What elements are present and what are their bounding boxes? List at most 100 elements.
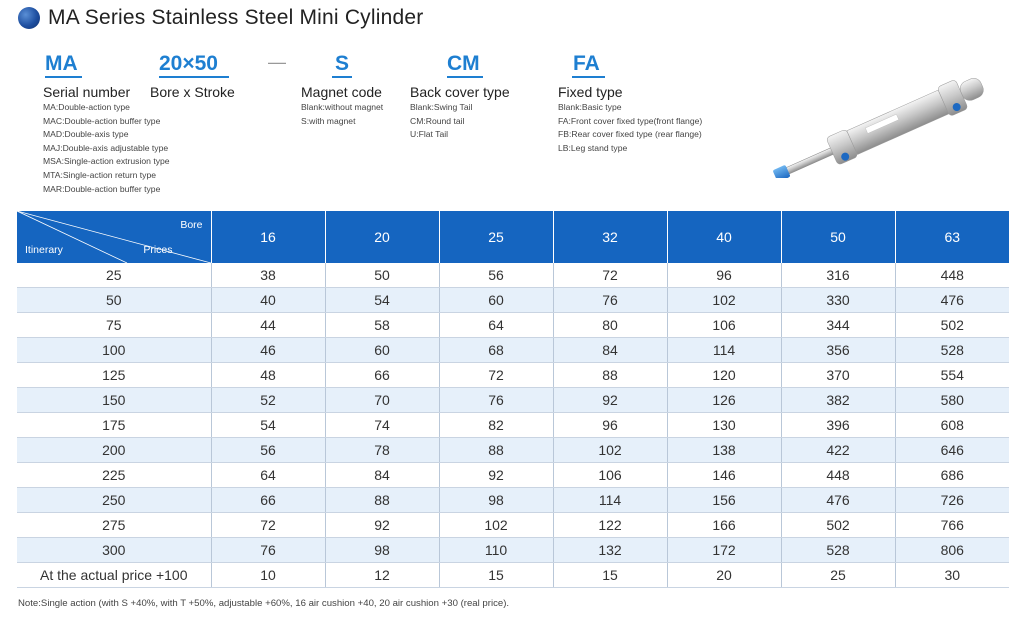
price-cell: 110 bbox=[439, 537, 554, 563]
stroke-cell: 50 bbox=[17, 287, 212, 313]
heading-magnet: Magnet code bbox=[301, 84, 382, 100]
stroke-cell: 275 bbox=[17, 512, 212, 538]
stroke-cell: 175 bbox=[17, 412, 212, 438]
price-cell: 102 bbox=[667, 287, 782, 313]
price-cell: 114 bbox=[553, 487, 668, 513]
price-cell: 98 bbox=[325, 537, 440, 563]
table-row: 250 66 88 98 114 156 476 726 bbox=[17, 487, 1009, 513]
magnet-type-item: S:with magnet bbox=[301, 115, 356, 126]
code-magnet: S bbox=[335, 52, 350, 75]
back-cover-type-item: U:Flat Tail bbox=[410, 129, 449, 140]
code-back-cover: CM bbox=[447, 52, 480, 75]
price-cell: 502 bbox=[781, 512, 896, 538]
price-cell: 92 bbox=[439, 462, 554, 488]
price-cell: 10 bbox=[211, 562, 326, 588]
back-cover-type-list: Blank:Swing Tail CM:Round tail U:Flat Ta… bbox=[410, 101, 472, 142]
price-cell: 25 bbox=[781, 562, 896, 588]
price-cell: 608 bbox=[895, 412, 1009, 438]
corner-diagonal-lines bbox=[17, 211, 211, 263]
price-cell: 72 bbox=[553, 263, 668, 288]
price-cell: 70 bbox=[325, 387, 440, 413]
table-corner-cell: Bore Prices Itinerary bbox=[17, 211, 212, 263]
price-table-body: 25 38 50 56 72 96 316 448 50 40 54 60 76 102 330 476 75 4… bbox=[17, 263, 1009, 588]
table-row: 125 48 66 72 88 120 370 554 bbox=[17, 362, 1009, 388]
price-cell: 476 bbox=[781, 487, 896, 513]
table-row: 50 40 54 60 76 102 330 476 bbox=[17, 287, 1009, 313]
price-cell: 138 bbox=[667, 437, 782, 463]
heading-back-cover: Back cover type bbox=[410, 84, 510, 100]
price-cell: 76 bbox=[439, 387, 554, 413]
price-cell: 68 bbox=[439, 337, 554, 363]
price-cell: 52 bbox=[211, 387, 326, 413]
price-cell: 88 bbox=[439, 437, 554, 463]
code-serial: MA bbox=[45, 52, 78, 75]
price-cell: 46 bbox=[211, 337, 326, 363]
table-row: 25 38 50 56 72 96 316 448 bbox=[17, 263, 1009, 288]
table-row: 200 56 78 88 102 138 422 646 bbox=[17, 437, 1009, 463]
fixed-type-item: LB:Leg stand type bbox=[558, 142, 628, 153]
price-cell: 806 bbox=[895, 537, 1009, 563]
stroke-cell: At the actual price +100 bbox=[17, 562, 212, 588]
price-cell: 74 bbox=[325, 412, 440, 438]
page-title: MA Series Stainless Steel Mini Cylinder bbox=[48, 6, 424, 29]
price-cell: 766 bbox=[895, 512, 1009, 538]
price-cell: 396 bbox=[781, 412, 896, 438]
price-cell: 72 bbox=[211, 512, 326, 538]
price-cell: 66 bbox=[211, 487, 326, 513]
price-cell: 84 bbox=[325, 462, 440, 488]
price-cell: 106 bbox=[553, 462, 668, 488]
price-cell: 448 bbox=[895, 263, 1009, 288]
stroke-cell: 150 bbox=[17, 387, 212, 413]
price-cell: 102 bbox=[439, 512, 554, 538]
stroke-cell: 225 bbox=[17, 462, 212, 488]
price-cell: 554 bbox=[895, 362, 1009, 388]
table-row: 150 52 70 76 92 126 382 580 bbox=[17, 387, 1009, 413]
price-cell: 528 bbox=[895, 337, 1009, 363]
table-row: 75 44 58 64 80 106 344 502 bbox=[17, 312, 1009, 338]
price-cell: 60 bbox=[325, 337, 440, 363]
pricing-note: Note:Single action (with S +40%, with T … bbox=[18, 598, 510, 609]
price-cell: 382 bbox=[781, 387, 896, 413]
table-row: 175 54 74 82 96 130 396 608 bbox=[17, 412, 1009, 438]
table-header-row: Bore Prices Itinerary 16 20 25 32 40 50 … bbox=[17, 211, 1009, 263]
table-row: At the actual price +100 10 12 15 15 20 25 30 bbox=[17, 562, 1009, 588]
corner-prices-label: Prices bbox=[143, 244, 173, 256]
price-cell: 78 bbox=[325, 437, 440, 463]
heading-serial: Serial number bbox=[43, 84, 131, 100]
price-cell: 54 bbox=[325, 287, 440, 313]
price-cell: 72 bbox=[439, 362, 554, 388]
code-underline bbox=[572, 76, 605, 78]
bore-header: 63 bbox=[895, 211, 1009, 263]
price-cell: 15 bbox=[439, 562, 554, 588]
price-cell: 114 bbox=[667, 337, 782, 363]
price-cell: 422 bbox=[781, 437, 896, 463]
price-cell: 56 bbox=[439, 263, 554, 288]
code-fixed: FA bbox=[573, 52, 600, 75]
price-cell: 15 bbox=[553, 562, 668, 588]
stroke-cell: 200 bbox=[17, 437, 212, 463]
price-cell: 156 bbox=[667, 487, 782, 513]
back-cover-type-item: Blank:Swing Tail bbox=[410, 102, 473, 112]
price-cell: 172 bbox=[667, 537, 782, 563]
price-cell: 60 bbox=[439, 287, 554, 313]
magnet-type-item: Blank:without magnet bbox=[301, 102, 384, 112]
table-row: 100 46 60 68 84 114 356 528 bbox=[17, 337, 1009, 363]
price-cell: 166 bbox=[667, 512, 782, 538]
price-cell: 130 bbox=[667, 412, 782, 438]
price-cell: 726 bbox=[895, 487, 1009, 513]
price-cell: 84 bbox=[553, 337, 668, 363]
stroke-cell: 100 bbox=[17, 337, 212, 363]
serial-type-list: MA:Double-action type MAC:Double-action … bbox=[43, 101, 170, 196]
price-cell: 502 bbox=[895, 312, 1009, 338]
price-cell: 132 bbox=[553, 537, 668, 563]
price-cell: 76 bbox=[553, 287, 668, 313]
price-cell: 686 bbox=[895, 462, 1009, 488]
stroke-cell: 25 bbox=[17, 263, 212, 288]
price-cell: 30 bbox=[895, 562, 1009, 588]
stroke-cell: 300 bbox=[17, 537, 212, 563]
serial-type-item: MSA:Single-action extrusion type bbox=[43, 156, 170, 167]
price-cell: 54 bbox=[211, 412, 326, 438]
back-cover-type-item: CM:Round tail bbox=[410, 115, 465, 126]
price-cell: 76 bbox=[211, 537, 326, 563]
price-cell: 344 bbox=[781, 312, 896, 338]
